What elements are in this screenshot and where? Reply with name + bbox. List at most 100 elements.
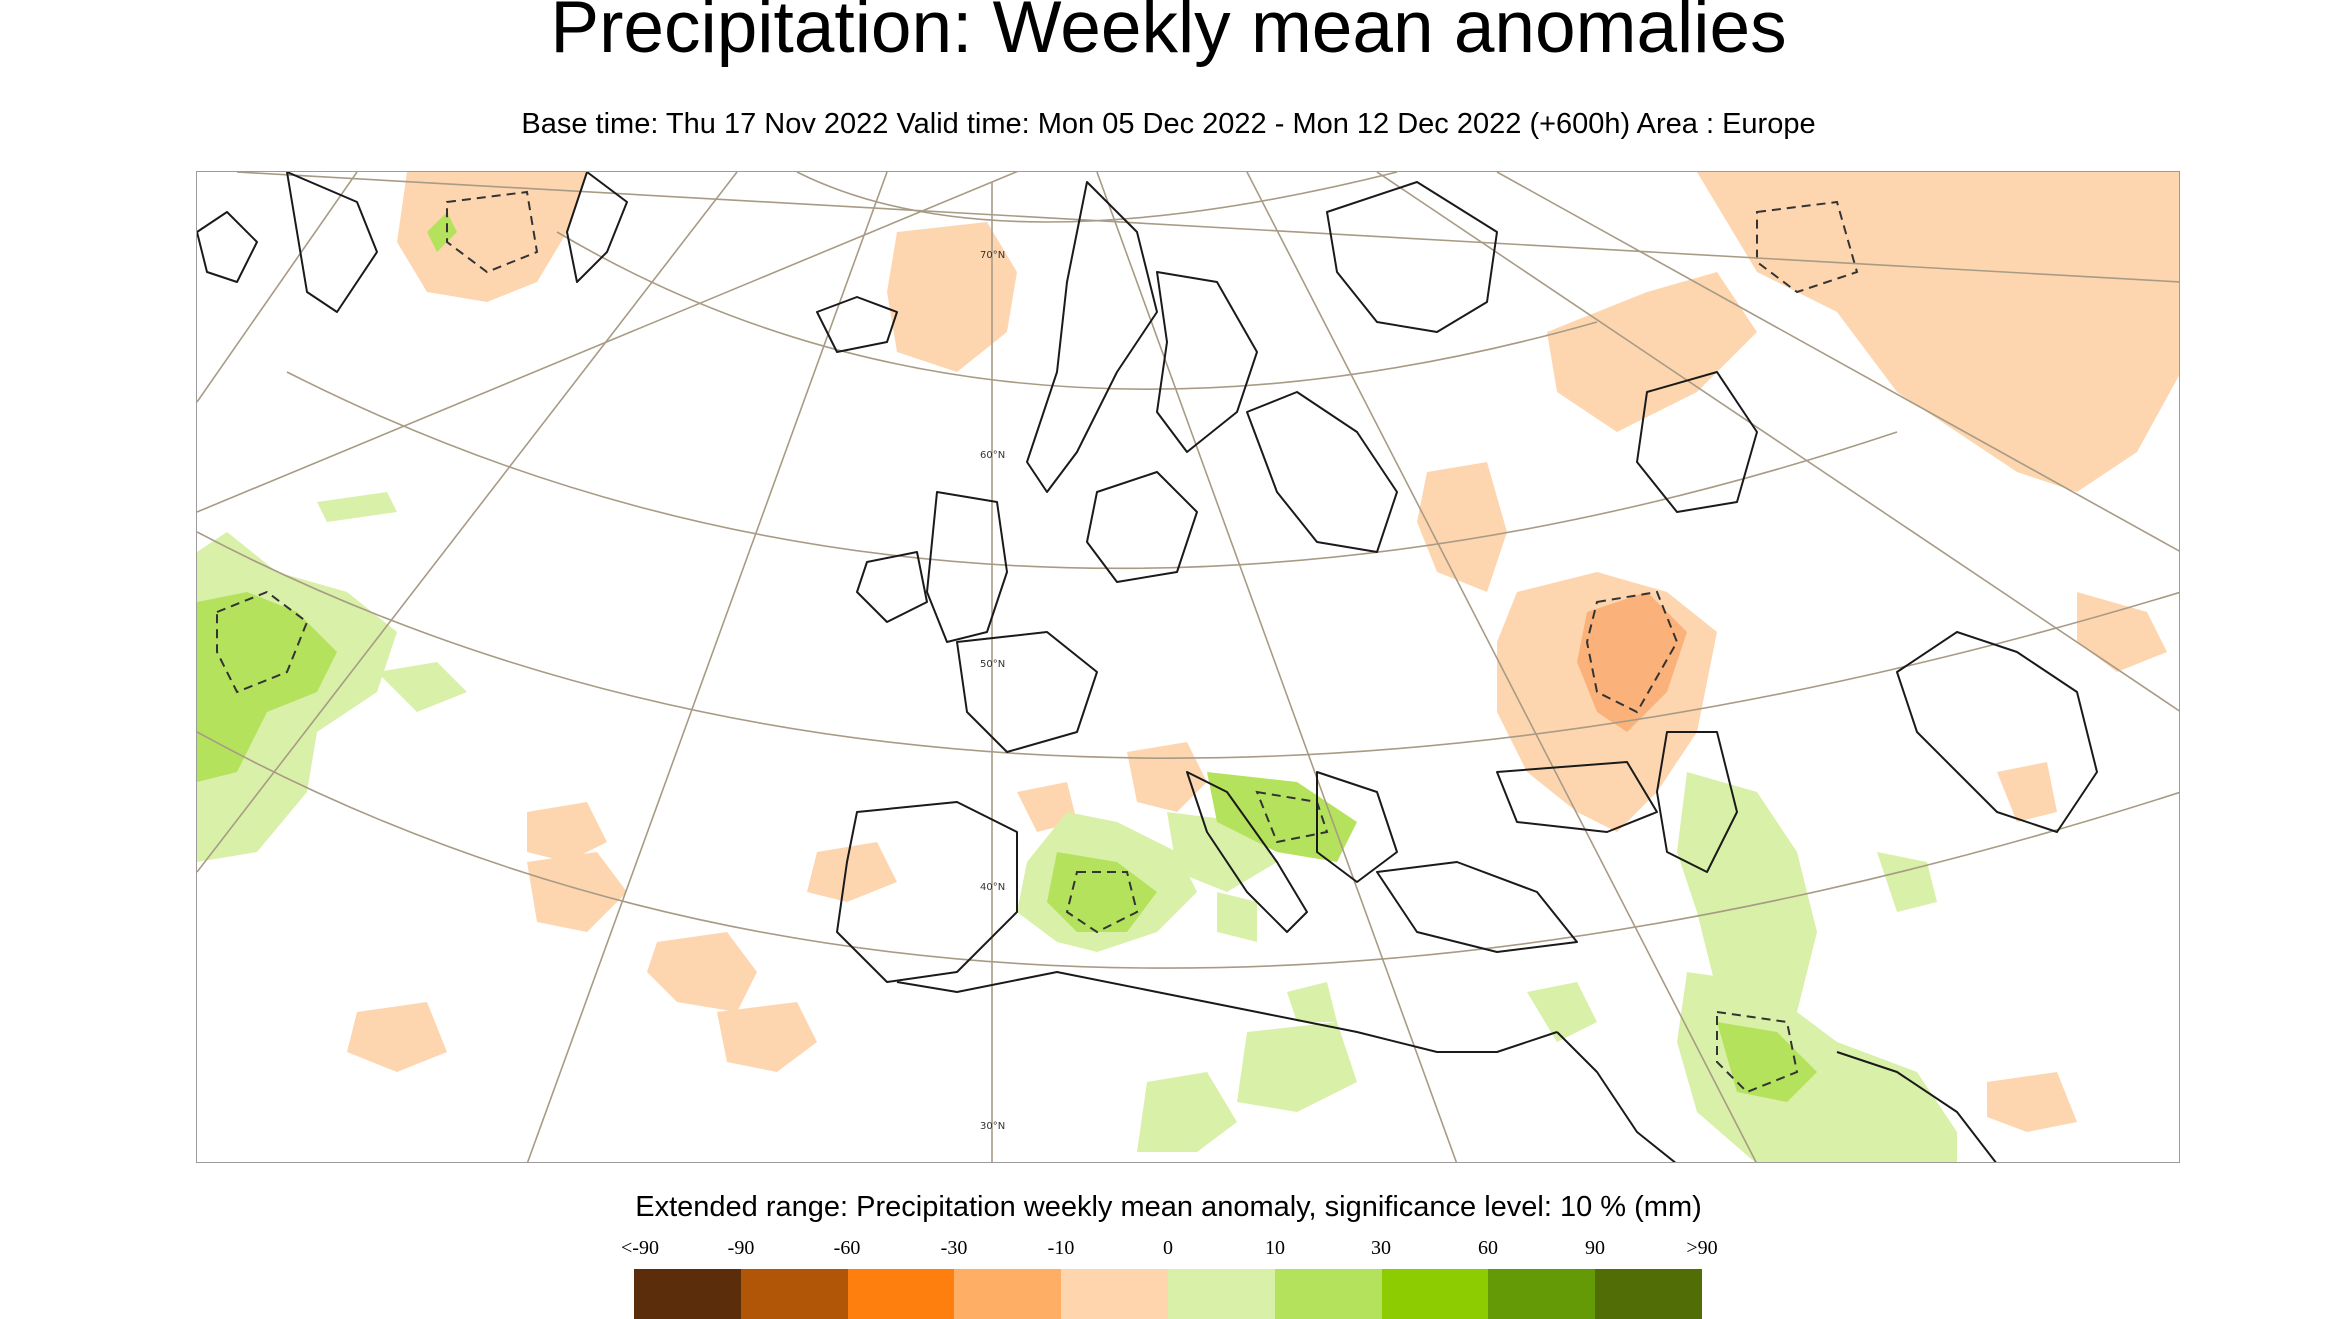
latitude-line-30 [197, 731, 2179, 969]
map-panel: 70°N 60°N 50°N 40°N 30°N [196, 171, 2180, 1163]
dry-area-russia-core [1577, 592, 1687, 732]
meridian-line [1376, 172, 2179, 712]
legend-swatch [1167, 1269, 1275, 1319]
france-coast [956, 631, 1098, 753]
wet-area-egypt [1527, 982, 1597, 1042]
legend-label: -10 [1047, 1237, 1075, 1259]
wet-area-libya [1287, 982, 1337, 1022]
dry-anomaly-areas [347, 172, 2179, 1132]
significance-contour [1065, 871, 1139, 934]
meridian-line [1096, 172, 1458, 1162]
legend-swatches [634, 1269, 1702, 1319]
dry-area-norwegian-sea [887, 222, 1017, 372]
wet-area-adriatic-ionian [1207, 772, 1357, 862]
aral-region-coast [1896, 631, 2098, 833]
legend-label: 90 [1585, 1237, 1605, 1259]
great-britain-coast [926, 491, 1008, 643]
legend-label: -30 [940, 1237, 968, 1259]
italy-coast [1186, 771, 1308, 933]
black-sea-coast [1496, 761, 1658, 833]
dry-area-arabia [1987, 1072, 2077, 1132]
latitude-label-70: 70°N [980, 250, 1005, 261]
color-legend: <-90 -90 -60 -30 -10 0 10 30 60 90 >90 [621, 1237, 1718, 1319]
ireland-coast [856, 551, 928, 623]
dry-area-greenland [397, 172, 587, 302]
legend-label: <-90 [621, 1237, 659, 1259]
dry-area-france [1127, 742, 1207, 812]
legend-swatch [634, 1269, 741, 1319]
significance-contour [1255, 790, 1329, 844]
latitude-label-50: 50°N [980, 659, 1005, 670]
dry-area-atlantic-3 [647, 932, 757, 1012]
iceland-coast [816, 296, 898, 353]
page-subtitle: Base time: Thu 17 Nov 2022 Valid time: M… [521, 108, 1816, 140]
wet-area-sahara-2 [1237, 1022, 1357, 1112]
baltic-region-border [1246, 391, 1398, 553]
greenland-coast [566, 172, 628, 283]
dry-area-siberia [2077, 592, 2167, 672]
legend-swatch [954, 1269, 1062, 1319]
latitude-labels: 70°N 60°N 50°N 40°N 30°N [980, 250, 1005, 1132]
significance-contour [446, 190, 539, 274]
wet-area-tunisia [1217, 892, 1257, 942]
legend-label: 0 [1163, 1237, 1173, 1259]
caspian-sea-coast [1656, 731, 1738, 873]
significance-contour [1716, 1010, 1799, 1094]
wet-anomaly-areas [197, 212, 1957, 1162]
significance-contour [1585, 590, 1679, 714]
legend-swatch [740, 1269, 848, 1319]
legend-swatch [847, 1269, 955, 1319]
legend-label: >90 [1686, 1237, 1718, 1259]
norway-coast [1026, 181, 1158, 493]
coastlines [197, 172, 2098, 1162]
turkey-coast [1376, 861, 1578, 953]
dry-area-russia-north [1697, 172, 2179, 492]
white-sea-coast [1636, 371, 1758, 513]
dry-area-scandinavia-south [1417, 462, 1507, 592]
dry-area-northwest-russia [1547, 272, 1757, 432]
meridian-line [526, 172, 888, 1162]
meridian-line [197, 172, 1019, 513]
latitude-label-30: 30°N [980, 1121, 1005, 1132]
legend-label: 60 [1478, 1237, 1498, 1259]
wet-area-central-asia [1877, 852, 1937, 912]
wet-area-greenland-east [427, 212, 457, 252]
balkans-coast [1316, 771, 1398, 883]
meridian-line [197, 172, 358, 403]
meridian-line [197, 172, 738, 873]
kola-coast [1326, 181, 1498, 333]
legend-title: Extended range: Precipitation weekly mea… [635, 1191, 1702, 1223]
denmark-sweden-coast [1086, 471, 1198, 583]
dry-area-atlantic-2 [527, 852, 627, 932]
legend-swatch [1381, 1269, 1489, 1319]
legend-labels: <-90 -90 -60 -30 -10 0 10 30 60 90 >90 [621, 1237, 1718, 1261]
latitude-line-50 [286, 371, 1898, 570]
dry-area-atlantic-5 [347, 1002, 447, 1072]
iceland-coast [197, 211, 258, 283]
legend-label: -60 [833, 1237, 861, 1259]
dry-area-biscay [807, 842, 897, 902]
legend-label: 10 [1265, 1237, 1285, 1259]
wet-area-atlantic-west-core [197, 592, 337, 782]
significance-contour [1756, 200, 1859, 294]
page-title: Precipitation: Weekly mean anomalies [550, 0, 1787, 68]
latitude-line-70 [796, 172, 1398, 223]
wet-area-middle-east-core [1717, 1022, 1817, 1102]
latitude-label-60: 60°N [980, 450, 1005, 461]
latitude-line-60 [556, 231, 1598, 390]
legend-swatch [1274, 1269, 1382, 1319]
wet-area-western-med-core [1047, 852, 1157, 932]
red-sea-coast [1556, 1031, 1677, 1162]
graticule [197, 172, 2179, 1162]
meridian-line [1496, 172, 2179, 552]
legend-label: -90 [727, 1237, 755, 1259]
north-africa-coast [896, 971, 1558, 1053]
iberia-coast [836, 801, 1018, 983]
wet-area-atlantic-tongue [377, 662, 467, 712]
meridian-line [236, 172, 2179, 283]
legend-label: 30 [1371, 1237, 1391, 1259]
legend-swatch [1061, 1269, 1168, 1319]
dry-area-central-asia [1997, 762, 2057, 822]
meridian-line [1246, 172, 1757, 1162]
wet-area-middle-east [1677, 972, 1957, 1162]
